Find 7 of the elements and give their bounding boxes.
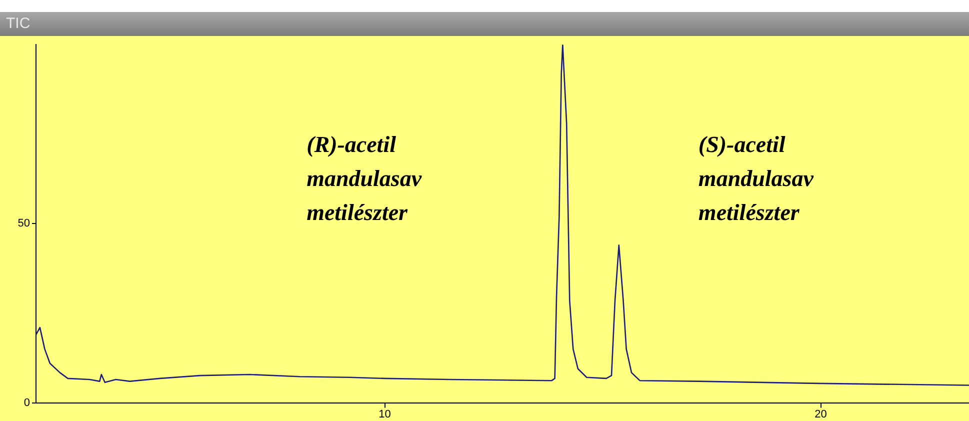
annotation: (S)-acetil mandulasav metilészter <box>698 132 814 226</box>
y-tick-label: 50 <box>18 218 30 230</box>
annotation: (R)-acetil mandulasav metilészter <box>306 132 422 226</box>
chart-title: TIC <box>0 12 969 36</box>
x-tick-label: 10 <box>378 408 391 420</box>
x-tick-label: 20 <box>814 408 827 420</box>
y-tick-label: 0 <box>24 396 30 409</box>
